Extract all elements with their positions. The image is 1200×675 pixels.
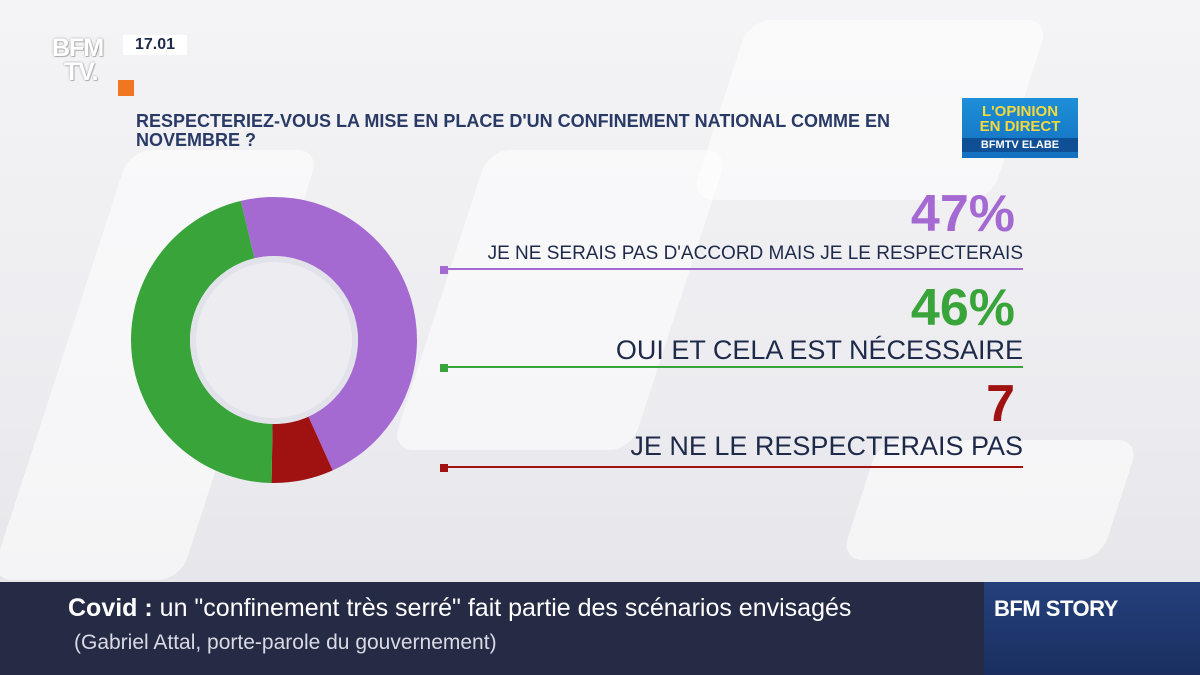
donut-chart (131, 197, 417, 483)
legend-underline (440, 466, 1023, 468)
legend-label: JE NE LE RESPECTERAIS PAS (630, 431, 1023, 461)
donut-hole (196, 262, 352, 418)
program-banner: BFM STORY (984, 582, 1200, 675)
legend-underline (440, 366, 1023, 368)
legend-label: JE NE SERAIS PAS D'ACCORD MAIS JE LE RES… (487, 243, 1023, 264)
news-ticker: Covid : un "confinement très serré" fait… (0, 582, 984, 675)
legend-row-disagree-respect: 47% JE NE SERAIS PAS D'ACCORD MAIS JE LE… (440, 188, 1023, 278)
legend-marker (440, 464, 448, 472)
logo-text-line2: TV. (64, 58, 99, 86)
ticker-headline: un "confinement très serré" fait partie … (159, 594, 852, 622)
legend-value: 46% (910, 279, 1015, 337)
ticker-separator: : (137, 594, 160, 622)
donut-slice-will-not-respect (271, 416, 333, 483)
legend-label: OUI ET CELA EST NÉCESSAIRE (615, 335, 1023, 365)
legend-underline (440, 268, 1023, 270)
opinion-badge: L'OPINION EN DIRECT BFMTV ELABE (962, 98, 1078, 158)
program-name: BFM STORY (994, 596, 1118, 621)
legend-marker (440, 364, 448, 372)
ticker-topic: Covid (68, 594, 138, 622)
channel-logo: BFM TV. (52, 34, 134, 96)
legend-row-will-not-respect: 7 JE NE LE RESPECTERAIS PAS (440, 375, 1023, 472)
legend-row-yes-necessary: 46% OUI ET CELA EST NÉCESSAIRE (440, 282, 1023, 372)
ticker-headline-line: Covid : un "confinement très serré" fait… (68, 594, 851, 623)
badge-line2: EN DIRECT (979, 118, 1061, 135)
ticker-attribution: (Gabriel Attal, porte-parole du gouverne… (74, 631, 497, 654)
clock: 17.01 (123, 35, 187, 55)
badge-line1: L'OPINION (981, 103, 1059, 120)
logo-text-line1: BFM (52, 34, 104, 62)
donut-slice-disagree-respect (240, 197, 417, 471)
legend-marker (440, 266, 448, 274)
donut-slice-yes-necessary (131, 200, 273, 483)
chart-title: RESPECTERIEZ-VOUS LA MISE EN PLACE D'UN … (136, 111, 890, 150)
badge-line3: BFMTV ELABE (962, 138, 1078, 152)
legend-value: 47% (910, 185, 1015, 243)
logo-orange-square (118, 80, 134, 96)
legend-value: 7 (986, 375, 1015, 433)
